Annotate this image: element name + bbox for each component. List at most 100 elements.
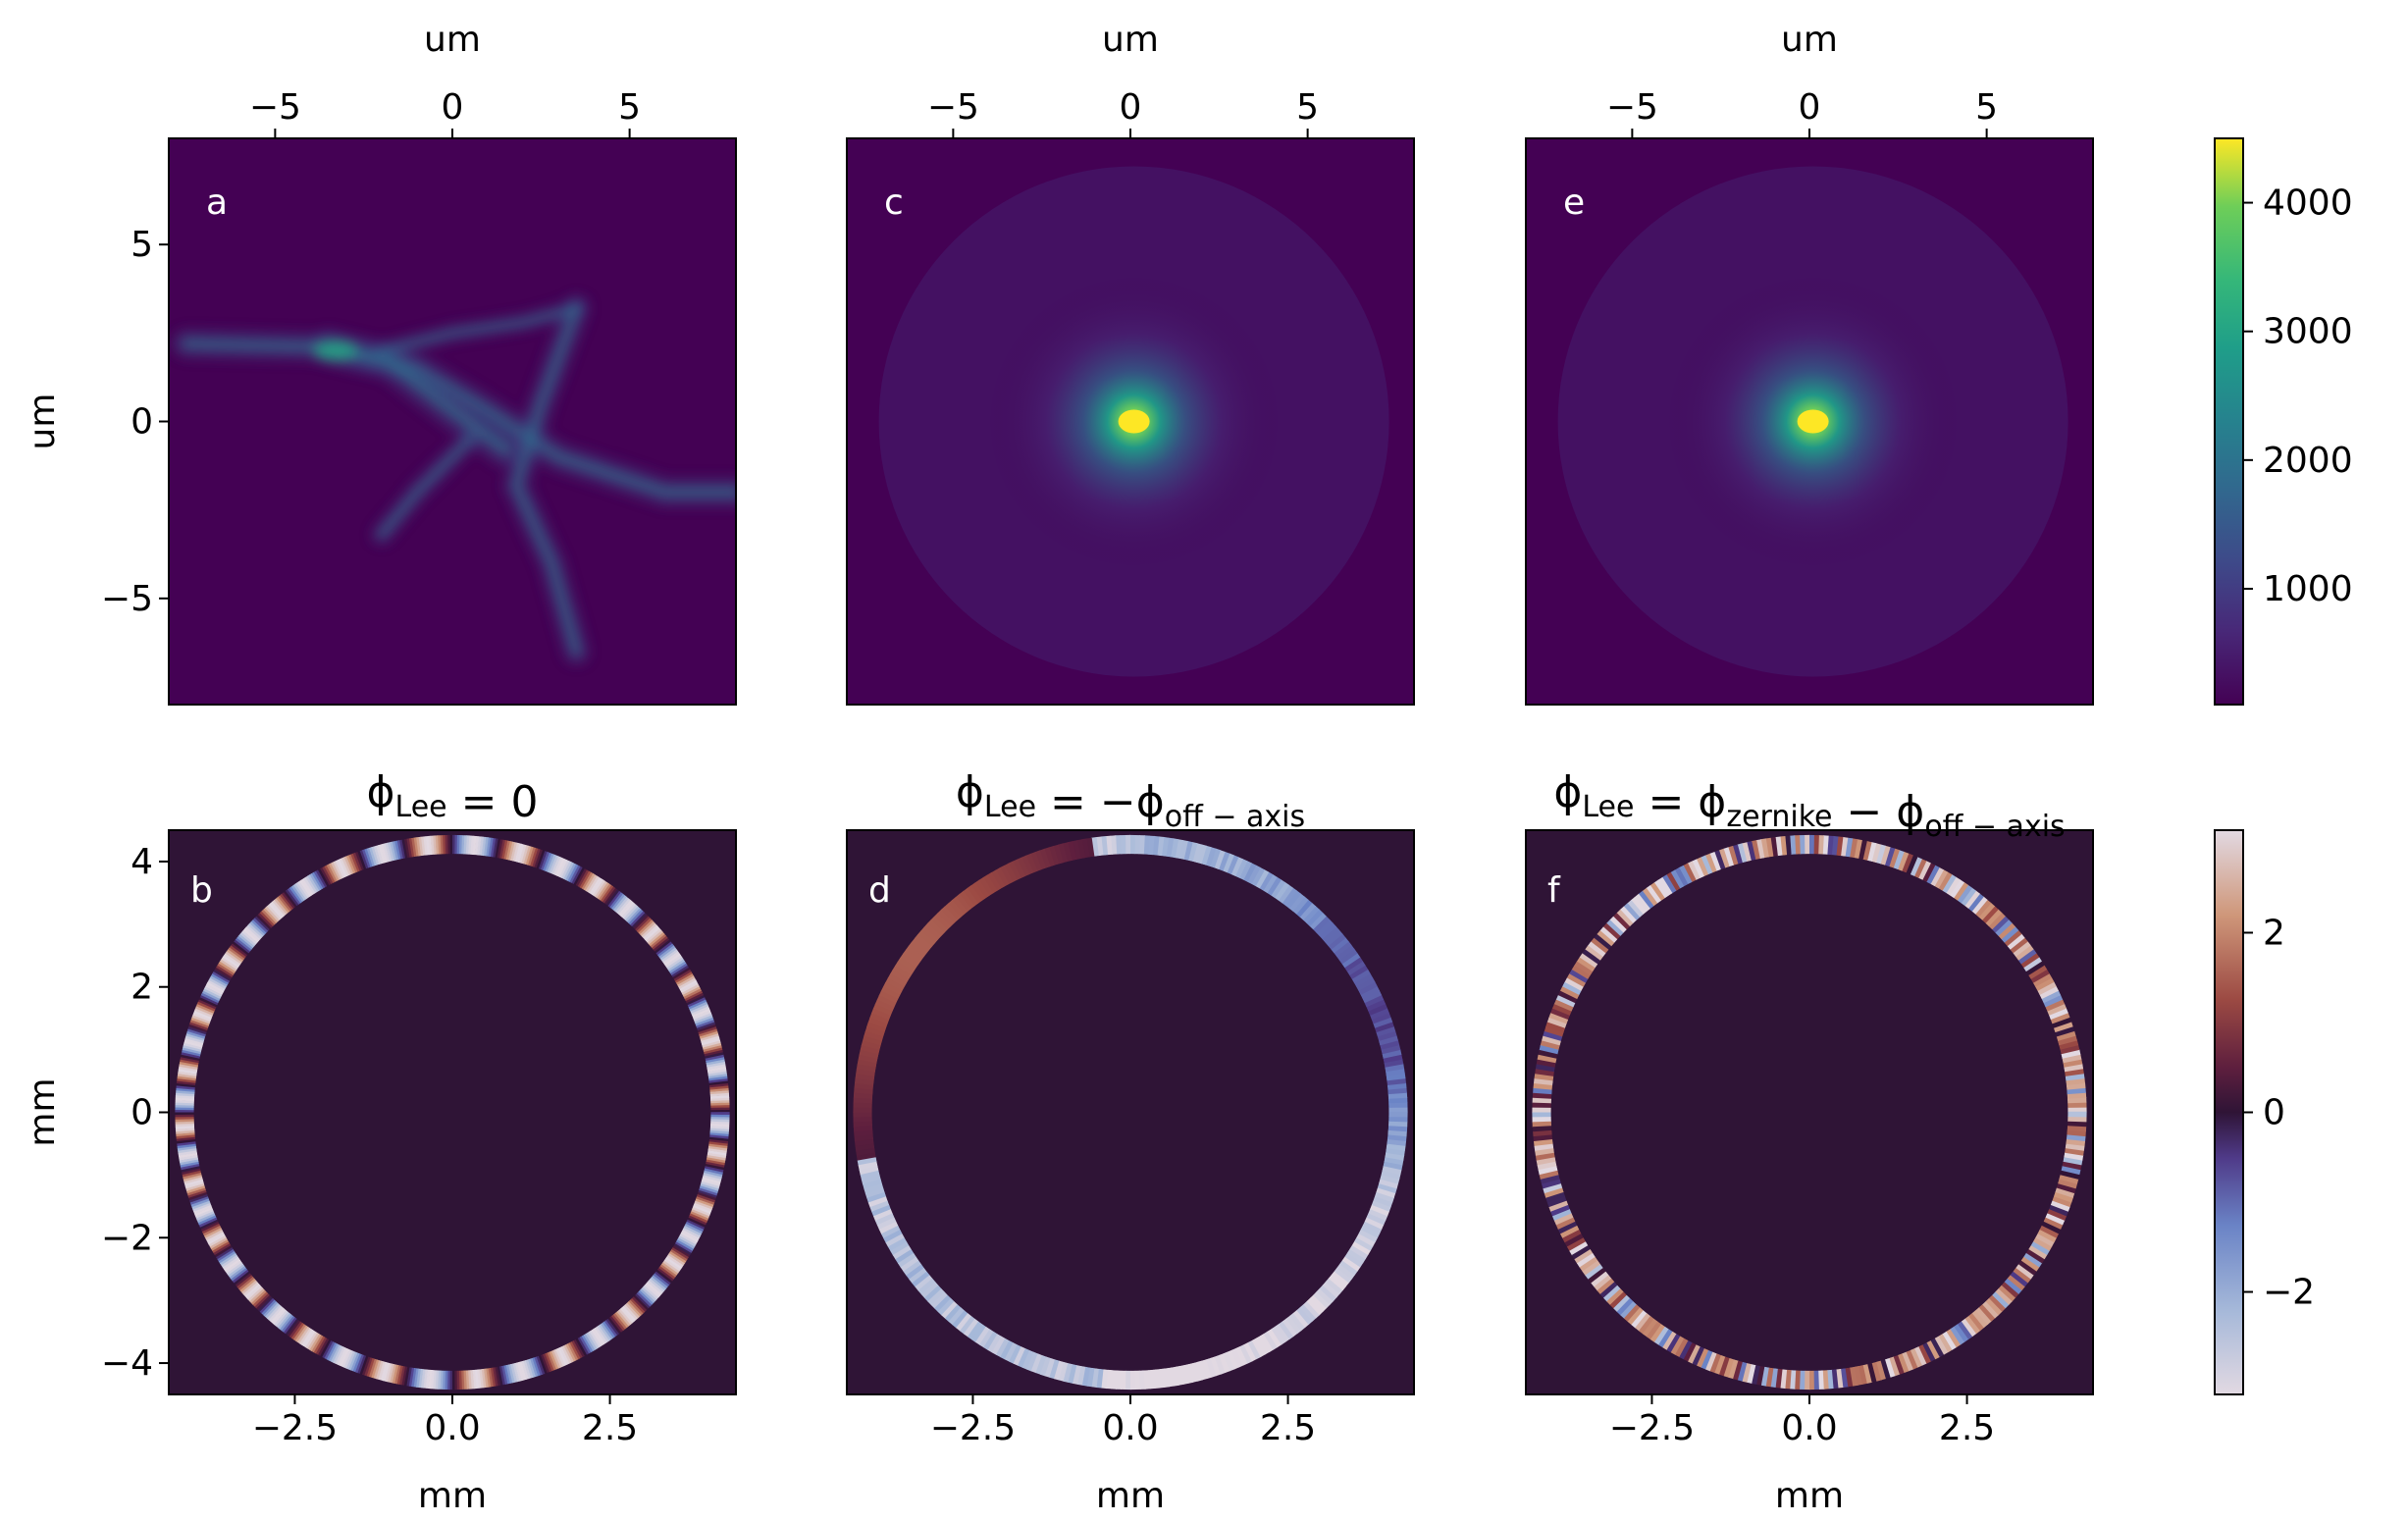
ring-segment [698,1025,717,1035]
intensity-panel-a: a um um [23,20,737,706]
ring-segment [1081,838,1090,859]
ring-segment [705,1165,724,1173]
ring-segment [340,1348,350,1367]
ring-segment [179,1155,198,1161]
ring-segment [311,871,324,890]
ring-segment [678,977,697,989]
ring-segment [203,986,223,998]
ring-segment [1206,1357,1217,1378]
ring-segment [1354,1236,1374,1251]
ring-segment [1062,842,1073,863]
ring-segment [177,1074,197,1079]
ring-segment [2067,1129,2086,1137]
ring-segment [1246,865,1261,884]
ring-segment [191,1200,211,1210]
ring-segment [324,1341,336,1360]
ring-segment [270,1307,286,1324]
left-yticks: 5 0 −5 [101,225,169,619]
ring-segment [558,860,570,878]
ring-segment [297,1326,310,1344]
ring-segment [681,1229,700,1240]
ring-segment [257,1296,274,1312]
ring-segment [1574,1249,1594,1264]
ring-segment [385,842,393,863]
ring-segment [700,1032,719,1041]
ring-segment [1653,879,1669,899]
ring-segment [634,916,651,931]
ring-segment [695,1198,714,1208]
ring-segment [853,1092,873,1100]
ring-segment [512,1362,520,1383]
ring-segment [2027,965,2048,979]
ring-segment [180,1159,199,1166]
ring-segment [924,1285,942,1302]
ring-segment [236,935,253,951]
xtick-label: 0 [1120,87,1142,128]
ring-segment [328,863,340,881]
ring-segment [1214,850,1226,870]
ring-segment [636,1291,653,1307]
ring-segment [1574,961,1594,976]
ring-segment [706,1159,725,1166]
ring-segment [1139,1370,1146,1390]
title-subscript: Lee [1582,790,1634,824]
ring-segment [193,1204,213,1215]
panel-label: c [884,183,904,223]
ring-segment [1594,1275,1612,1291]
ring-segment [623,904,639,920]
ring-segment [1674,867,1689,887]
ring-segment [676,1238,695,1251]
ring-segment [691,1006,709,1016]
ring-segment [554,858,565,876]
ring-segment [534,1356,544,1376]
ring-segment [707,1145,728,1151]
ring-segment [213,970,232,982]
ring-segment [1555,995,1576,1008]
ring-segment [1335,944,1355,961]
ring-segment [266,1304,282,1321]
ring-segment [1918,1343,1932,1364]
ring-segment [680,981,699,993]
ring-segment [212,1241,231,1254]
ring-segment [1116,1370,1123,1390]
ring-segment [665,1256,683,1270]
ring-segment [1048,845,1060,866]
title-text: − ϕ [1832,787,1924,837]
ring-segment [198,1217,218,1228]
title-subscript: zernike [1726,800,1832,834]
xtick-label: 0.0 [424,1408,480,1448]
ring-segment [892,965,912,980]
ring-segment [887,1237,908,1252]
ring-segment [1289,1312,1306,1332]
ring-segment [357,851,367,870]
ring-segment [186,1185,206,1194]
ring-segment [178,1071,197,1077]
ring-segment [1058,843,1069,864]
ring-segment [545,853,554,872]
ring-segment [366,1357,376,1378]
ring-segment [2013,1267,2032,1284]
ring-segment [516,843,525,864]
star-arm-glow [372,299,586,360]
ring-segment [355,1354,365,1374]
ring-segment [1343,956,1363,972]
ring-segment [979,1329,995,1348]
ring-segment [176,1134,195,1139]
ring-segment [1263,1331,1279,1350]
panel-title: ϕLee = 0 [367,767,539,827]
ring-segment [915,1275,933,1291]
ring-segment [238,1277,255,1291]
ring-segment [182,1049,201,1057]
ring-segment [390,1364,397,1384]
ring-segment [2047,1208,2068,1221]
ring-segment [1692,1346,1705,1366]
ring-segment [543,1353,552,1373]
ring-segment [1219,1353,1230,1373]
ring-segment [1949,879,1964,899]
ring-segment [1230,857,1243,876]
ring-segment [490,1367,497,1387]
ytick-label: 5 [131,225,153,265]
ring-segment [883,1230,903,1243]
ring-segment [175,1117,194,1121]
ring-segment [1597,930,1615,947]
